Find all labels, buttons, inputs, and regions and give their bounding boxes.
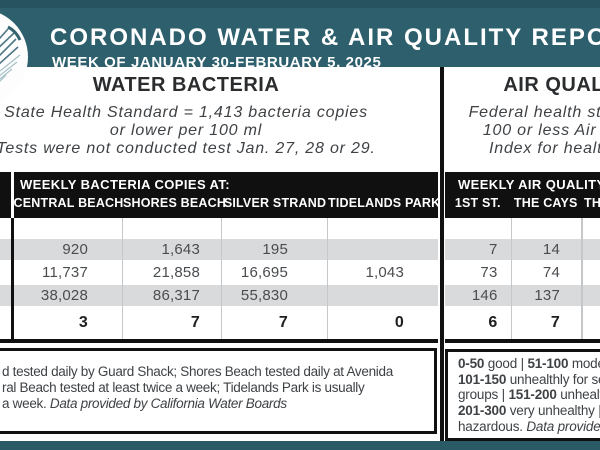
air-table-bottom-border — [445, 339, 600, 343]
top-accent-strip — [0, 0, 600, 8]
water-table-row-0 — [0, 218, 438, 239]
column-header-third-site: THE — [584, 196, 600, 210]
water-table-body: 920 1,643 195 11,737 21,858 16,695 1,043… — [0, 218, 438, 339]
table-cell: 16,695 — [240, 264, 288, 281]
table-cell: 55,830 — [240, 287, 288, 304]
table-cell: 11,737 — [42, 264, 88, 281]
table-cell: 0 — [394, 314, 404, 331]
header-banner: CORONADO WATER & AIR QUALITY REPORT WEEK… — [0, 8, 600, 71]
table-cell — [123, 218, 222, 239]
page-title: CORONADO WATER & AIR QUALITY REPORT — [50, 24, 600, 51]
water-standard-line-2: or lower per 100 ml — [109, 122, 263, 139]
air-table-row-1: 7 14 — [445, 239, 600, 260]
table-cell: 1,643 — [161, 241, 200, 258]
water-section-heading: WATER BACTERIA — [92, 74, 280, 96]
table-cell: 74 — [542, 264, 560, 281]
bottom-accent-strip — [0, 441, 600, 450]
air-table-body: 7 14 73 74 146 137 6 7 — [445, 218, 600, 339]
table-cell — [581, 306, 600, 339]
water-footnote-line-3: a week. Data provided by California Wate… — [2, 396, 434, 412]
air-table-header-bar — [445, 172, 600, 218]
table-cell: 6 — [488, 314, 498, 331]
table-cell — [14, 218, 124, 239]
table-cell: 7 — [488, 241, 498, 258]
water-table-row-3: 38,028 86,317 55,830 — [0, 285, 438, 306]
table-cell: 14 — [542, 241, 560, 258]
table-cell — [328, 239, 438, 260]
table-cell — [581, 285, 600, 306]
water-table-row-2: 11,737 21,858 16,695 1,043 — [0, 260, 438, 285]
table-cell: 21,858 — [152, 264, 200, 281]
water-footnote-line-3-text: a week. — [2, 396, 47, 411]
water-data-source: Data provided by California Water Boards — [49, 396, 287, 411]
column-separator — [326, 218, 328, 339]
table-cell: 7 — [190, 314, 200, 331]
air-table-row-0 — [445, 218, 600, 239]
water-footnote-line-1: d tested daily by Guard Shack; Shores Be… — [2, 364, 393, 379]
table-cell: 86,317 — [152, 287, 200, 304]
table-cell — [222, 218, 328, 239]
water-footnote-box: d tested daily by Guard Shack; Shores Be… — [0, 348, 437, 434]
column-header-the-cays: THE CAYS — [513, 196, 578, 210]
table-cell: 38,028 — [40, 287, 88, 304]
table-cell: 3 — [78, 314, 88, 331]
column-header-silver-strand: SILVER STRAND — [223, 196, 327, 210]
water-standard-line-1: State Health Standard = 1,413 bacteria c… — [4, 104, 368, 121]
table-cell: 7 — [550, 314, 560, 331]
table-cell — [328, 218, 438, 239]
table-cell: 146 — [471, 287, 498, 304]
column-header-1st-st: 1ST ST. — [454, 196, 501, 210]
water-bacteria-section: WATER BACTERIA State Health Standard = 1… — [0, 74, 436, 158]
table-cell: 73 — [480, 264, 498, 281]
table-cell: 195 — [262, 241, 288, 258]
water-table-title: WEEKLY BACTERIA COPIES AT: — [20, 177, 230, 192]
table-cell — [445, 218, 511, 239]
column-header-shores-beach: SHORES BEACH — [123, 196, 227, 210]
water-table-left-border — [10, 218, 14, 339]
table-cell — [328, 285, 438, 306]
aqi-legend-line-1: 0-50 good | 51-100 moderate — [458, 356, 600, 371]
column-separator — [581, 218, 583, 339]
water-table-header-bar — [0, 172, 438, 218]
column-separator — [510, 218, 512, 339]
air-standard-line-2: 100 or less Air Quality — [482, 122, 600, 139]
aqi-legend-line-2: 101-150 unhealthly for sensitive — [458, 371, 600, 387]
table-cell: 1,043 — [365, 264, 404, 281]
table-cell: 7 — [278, 314, 288, 331]
water-footnote-line-2: ral Beach tested at least twice a week; … — [2, 380, 365, 395]
aqi-legend-line-4: 201-300 very unhealthy | — [458, 403, 600, 419]
column-separator — [121, 218, 123, 339]
table-cell — [581, 239, 600, 260]
air-table-totals-row: 6 7 — [445, 306, 600, 339]
water-table-label-separator — [10, 172, 14, 218]
table-cell — [581, 260, 600, 285]
water-table-bottom-border — [0, 339, 438, 343]
water-table-totals-row: 3 7 7 0 — [0, 306, 438, 339]
air-table-row-3: 146 137 — [445, 285, 600, 306]
air-table-title: WEEKLY AIR QUALITY INDEX AT: — [458, 177, 600, 192]
coronado-seal-icon — [0, 13, 28, 101]
aqi-legend-box: 0-50 good | 51-100 moderate 101-150 unhe… — [445, 349, 600, 441]
aqi-legend-line-5: hazardous. Data provided by — [458, 419, 600, 435]
water-table-row-1: 920 1,643 195 — [0, 239, 438, 260]
air-table-row-2: 73 74 — [445, 260, 600, 285]
section-divider — [440, 67, 444, 441]
air-section-heading: AIR QUALITY — [503, 74, 600, 96]
column-separator — [220, 218, 222, 339]
air-standard-line-1: Federal health standard = — [468, 104, 600, 121]
column-header-central-beach: CENTRAL BEACH — [13, 196, 124, 210]
air-quality-section: AIR QUALITY Federal health standard = 10… — [445, 74, 600, 158]
water-testing-note: Tests were not conducted test Jan. 27, 2… — [0, 140, 376, 157]
air-data-source: Data provided by — [526, 418, 600, 434]
aqi-legend-line-3: groups | 151-200 unhealthy — [458, 387, 600, 403]
column-header-tidelands-park: TIDELANDS PARK — [328, 196, 441, 210]
table-cell — [511, 218, 582, 239]
table-cell — [581, 218, 600, 239]
air-standard-line-3: Index for healthy air. — [489, 140, 600, 157]
report-week-subtitle: WEEK OF JANUARY 30-FEBRUARY 5, 2025 — [52, 54, 382, 71]
table-cell: 137 — [534, 287, 560, 304]
table-cell: 920 — [62, 241, 88, 258]
